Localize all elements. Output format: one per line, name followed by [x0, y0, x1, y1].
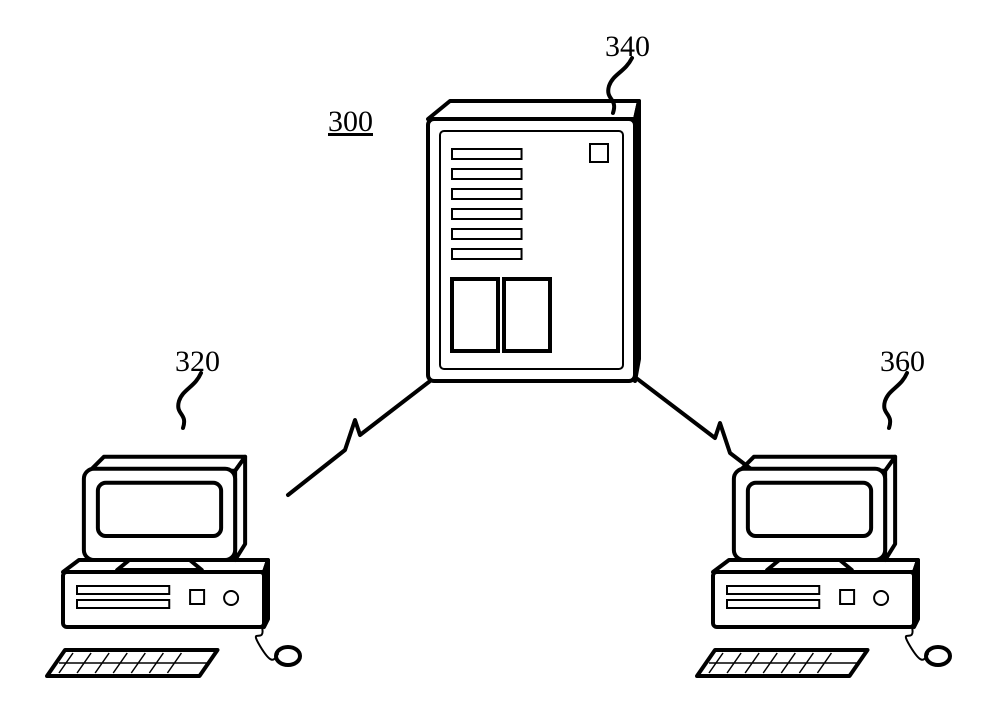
terminal_left — [47, 457, 300, 676]
server-label: 340 — [605, 30, 650, 64]
diagram-canvas: 300 340 320 360 — [0, 0, 1000, 717]
terminal_right-label: 360 — [880, 345, 925, 379]
terminal_right — [697, 457, 950, 676]
label-leader — [178, 373, 201, 428]
label-leader — [884, 373, 907, 428]
connection-line — [288, 368, 447, 495]
terminal_left-label: 320 — [175, 345, 220, 379]
server — [428, 101, 639, 381]
label-leader — [608, 58, 632, 113]
system-label: 300 — [328, 105, 373, 139]
